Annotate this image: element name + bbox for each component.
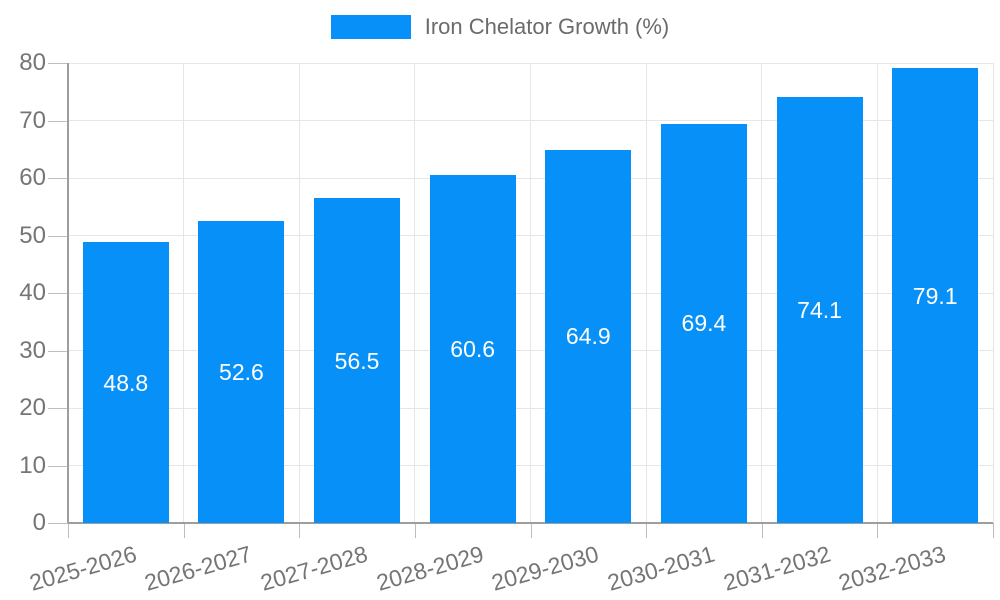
- y-axis-tick: [48, 408, 68, 409]
- x-axis-tick: [183, 523, 185, 538]
- v-gridline: [876, 63, 878, 523]
- bar: 60.6: [429, 174, 516, 523]
- v-gridline: [183, 63, 185, 523]
- y-axis-tick-label: 80: [19, 49, 46, 76]
- bar-value-label: 74.1: [797, 296, 842, 323]
- y-axis-tick: [48, 350, 68, 352]
- x-axis-tick: [646, 523, 648, 538]
- x-axis-tick-label: 2026-2027: [141, 540, 255, 596]
- x-axis-tick: [299, 523, 301, 538]
- bar: 64.9: [545, 149, 632, 523]
- bar: 69.4: [660, 123, 747, 523]
- bar: 56.5: [314, 198, 401, 523]
- v-gridline: [992, 63, 994, 523]
- x-axis-tick: [414, 523, 416, 538]
- x-axis-tick-label: 2030-2031: [604, 540, 718, 596]
- x-axis-tick-label: 2025-2026: [26, 540, 140, 596]
- x-axis-tick: [68, 523, 69, 538]
- x-axis-tick-label: 2027-2028: [257, 540, 371, 596]
- y-axis-tick-label: 10: [19, 451, 46, 479]
- y-axis-tick: [48, 235, 68, 237]
- x-axis-tick-label: 2031-2032: [720, 540, 834, 596]
- v-gridline: [761, 63, 763, 523]
- y-axis-tick-label: 30: [19, 336, 46, 364]
- x-axis-tick-label: 2029-2030: [488, 540, 602, 596]
- v-gridline: [414, 63, 416, 523]
- bar: 48.8: [82, 242, 169, 523]
- x-axis-tick: [877, 523, 879, 538]
- v-gridline: [530, 63, 531, 523]
- y-axis-tick-label: 20: [19, 394, 46, 421]
- bar-value-label: 69.4: [681, 310, 727, 337]
- y-axis-tick: [48, 523, 68, 524]
- legend-swatch: [330, 15, 411, 39]
- bar: 79.1: [892, 68, 979, 523]
- y-axis-tick-label: 0: [32, 509, 46, 536]
- v-gridline: [298, 63, 300, 523]
- y-axis-tick-label: 50: [19, 221, 46, 249]
- bar: 52.6: [198, 220, 285, 523]
- x-axis-tick: [761, 523, 763, 538]
- x-axis-tick-label: 2028-2029: [373, 540, 487, 596]
- bar-value-label: 56.5: [334, 347, 380, 374]
- y-axis-tick: [48, 178, 68, 179]
- x-axis-tick: [530, 523, 532, 538]
- y-axis-line: [67, 63, 69, 523]
- x-axis-tick-label: 2032-2033: [835, 540, 949, 596]
- legend-label: Iron Chelator Growth (%): [424, 14, 670, 39]
- y-axis-tick: [48, 465, 68, 467]
- legend: Iron Chelator Growth (%): [0, 14, 1000, 40]
- bar-value-label: 60.6: [450, 335, 496, 362]
- bar-value-label: 48.8: [103, 369, 149, 396]
- bar-value-label: 52.6: [219, 358, 264, 385]
- bar-value-label: 64.9: [565, 323, 611, 350]
- y-axis-tick: [48, 63, 68, 64]
- y-axis-tick: [48, 120, 68, 122]
- x-axis-line: [68, 522, 993, 524]
- y-axis-tick: [48, 293, 68, 294]
- y-axis-tick-label: 70: [19, 106, 46, 134]
- bar-value-label: 79.1: [912, 282, 958, 309]
- y-axis-tick-label: 40: [19, 279, 46, 306]
- x-axis-tick: [993, 523, 994, 538]
- v-gridline: [645, 63, 647, 523]
- y-axis-tick-label: 60: [19, 164, 46, 191]
- bar: 74.1: [776, 96, 863, 523]
